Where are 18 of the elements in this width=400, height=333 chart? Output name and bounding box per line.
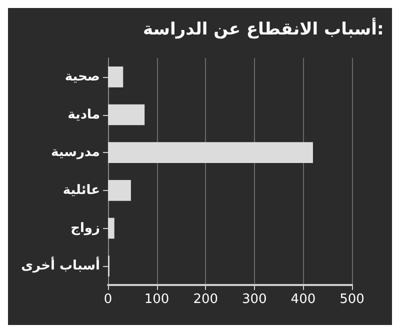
x-tick-label: 300 — [242, 292, 267, 307]
y-tick-label: صحية — [64, 69, 100, 84]
chart-title: أسباب الانقطاع عن الدراسة: — [143, 18, 384, 40]
bar — [108, 104, 145, 126]
y-tick-label: أسباب أخرى — [21, 256, 100, 274]
x-tick-label: 100 — [144, 292, 170, 307]
y-tick-label: مادية — [68, 107, 100, 122]
bar — [108, 218, 114, 239]
bar — [108, 142, 313, 163]
bar — [108, 66, 124, 88]
y-tick-label: عائلية — [62, 182, 100, 198]
x-tick-label: 500 — [340, 292, 364, 307]
x-tick-label: 200 — [193, 292, 218, 307]
y-tick-label: زواج — [70, 220, 100, 236]
x-tick-label: 400 — [290, 292, 316, 307]
x-tick-label: 0 — [104, 292, 112, 307]
y-tick-label: مدرسية — [50, 145, 100, 160]
bar — [108, 180, 131, 201]
